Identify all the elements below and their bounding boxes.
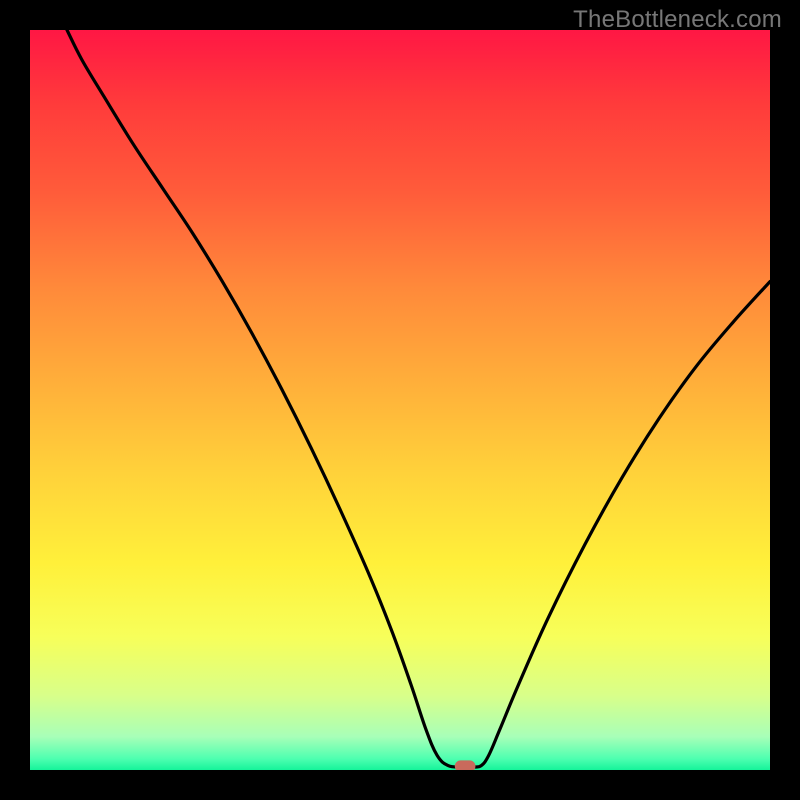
chart-canvas: TheBottleneck.com — [0, 0, 800, 800]
curve-minimum-marker — [455, 760, 476, 770]
plot-background — [30, 30, 770, 770]
bottleneck-plot — [30, 30, 770, 770]
